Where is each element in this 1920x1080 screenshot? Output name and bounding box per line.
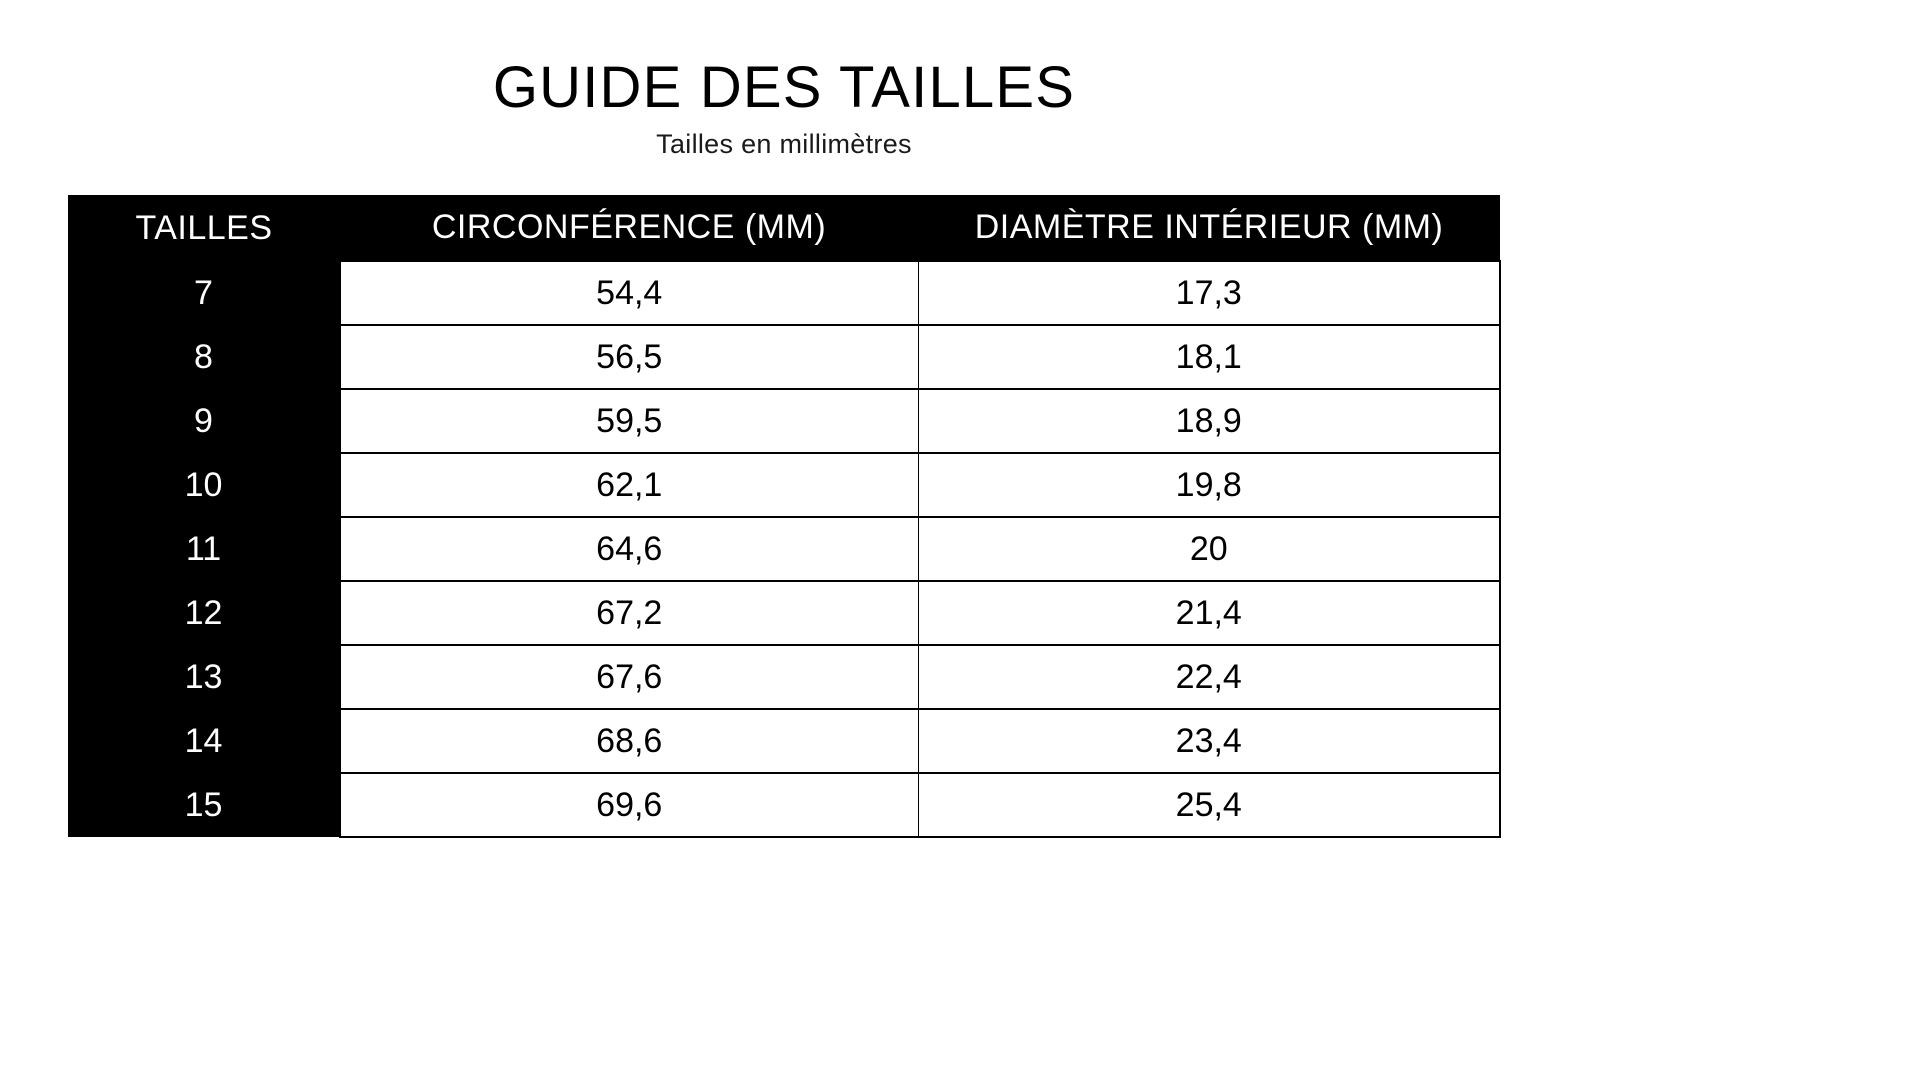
size-table-container: TAILLES CIRCONFÉRENCE (MM) DIAMÈTRE INTÉ… bbox=[68, 195, 1501, 838]
table-body: 7 54,4 17,3 8 56,5 18,1 9 59,5 18,9 10 62,1 19,8 11 6… bbox=[68, 260, 1501, 838]
cell-inner-diameter: 18,1 bbox=[917, 324, 1501, 390]
table-row: 7 54,4 17,3 bbox=[68, 260, 1501, 326]
cell-circumference: 59,5 bbox=[339, 388, 919, 454]
cell-size: 9 bbox=[68, 389, 340, 453]
cell-size: 13 bbox=[68, 645, 340, 709]
cell-inner-diameter: 19,8 bbox=[917, 452, 1501, 518]
cell-inner-diameter: 25,4 bbox=[917, 772, 1501, 838]
cell-inner-diameter: 18,9 bbox=[917, 388, 1501, 454]
cell-inner-diameter: 22,4 bbox=[917, 644, 1501, 710]
cell-size: 14 bbox=[68, 709, 340, 773]
cell-circumference: 69,6 bbox=[339, 772, 919, 838]
table-row: 10 62,1 19,8 bbox=[68, 452, 1501, 518]
cell-circumference: 67,2 bbox=[339, 580, 919, 646]
column-header-inner-diameter: DIAMÈTRE INTÉRIEUR (MM) bbox=[918, 195, 1500, 261]
cell-circumference: 67,6 bbox=[339, 644, 919, 710]
table-head: TAILLES CIRCONFÉRENCE (MM) DIAMÈTRE INTÉ… bbox=[68, 195, 1500, 261]
table-row: 13 67,6 22,4 bbox=[68, 644, 1501, 710]
page-subtitle: Tailles en millimètres bbox=[656, 128, 912, 159]
cell-size: 8 bbox=[68, 325, 340, 389]
cell-size: 15 bbox=[68, 773, 340, 837]
cell-inner-diameter: 20 bbox=[917, 516, 1501, 582]
column-header-circumference: CIRCONFÉRENCE (MM) bbox=[340, 195, 918, 261]
cell-size: 10 bbox=[68, 453, 340, 517]
table-row: 14 68,6 23,4 bbox=[68, 708, 1501, 774]
table-row: 9 59,5 18,9 bbox=[68, 388, 1501, 454]
cell-size: 12 bbox=[68, 581, 340, 645]
cell-size: 11 bbox=[68, 517, 340, 581]
cell-circumference: 54,4 bbox=[339, 260, 919, 326]
table-row: 15 69,6 25,4 bbox=[68, 772, 1501, 838]
cell-circumference: 62,1 bbox=[339, 452, 919, 518]
page-title: GUIDE DES TAILLES bbox=[492, 55, 1076, 120]
table-row: 12 67,2 21,4 bbox=[68, 580, 1501, 646]
cell-size: 7 bbox=[68, 261, 340, 325]
table-row: 8 56,5 18,1 bbox=[68, 324, 1501, 390]
cell-inner-diameter: 17,3 bbox=[917, 260, 1501, 326]
cell-circumference: 56,5 bbox=[339, 324, 919, 390]
table-header-row: TAILLES CIRCONFÉRENCE (MM) DIAMÈTRE INTÉ… bbox=[68, 195, 1500, 261]
column-header-sizes: TAILLES bbox=[68, 195, 340, 261]
cell-inner-diameter: 23,4 bbox=[917, 708, 1501, 774]
table-row: 11 64,6 20 bbox=[68, 516, 1501, 582]
title-block: GUIDE DES TAILLES Tailles en millimètres bbox=[0, 55, 1568, 160]
cell-circumference: 68,6 bbox=[339, 708, 919, 774]
size-table: TAILLES CIRCONFÉRENCE (MM) DIAMÈTRE INTÉ… bbox=[68, 195, 1501, 838]
cell-inner-diameter: 21,4 bbox=[917, 580, 1501, 646]
cell-circumference: 64,6 bbox=[339, 516, 919, 582]
